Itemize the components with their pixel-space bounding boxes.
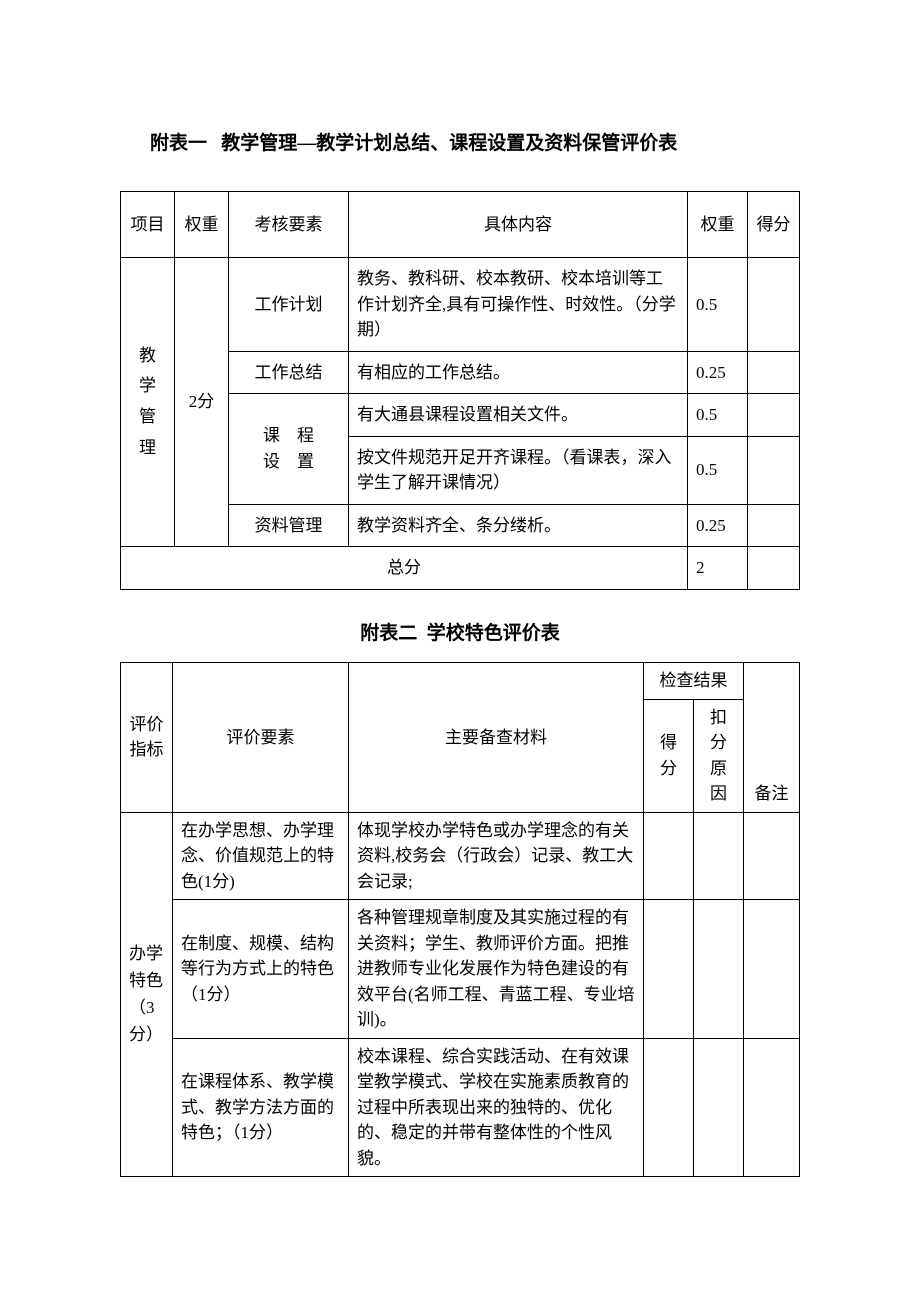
table1-r3-content: 按文件规范开足开齐课程。（看课表，深入学生了解开课情况） bbox=[349, 436, 688, 504]
table1-h-project: 项目 bbox=[121, 191, 175, 258]
table1-total-label: 总分 bbox=[121, 547, 688, 590]
table2-r2-material: 校本课程、综合实践活动、在有效课堂教学模式、学校在实施素质教育的过程中所表现出来… bbox=[349, 1038, 644, 1177]
t2-h0-l1: 评价 bbox=[130, 715, 164, 734]
table1-r0-content: 教务、教科研、校本教研、校本培训等工作计划齐全,具有可操作性、时效性。（分学期） bbox=[349, 258, 688, 352]
table2-h-indicator: 评价 指标 bbox=[121, 663, 173, 813]
table1-r3-weight: 0.5 bbox=[688, 436, 748, 504]
table1-r0-score bbox=[748, 258, 800, 352]
table1: 项目 权重 考核要素 具体内容 权重 得分 教 学 管 理 2分 工作计划 教务… bbox=[120, 191, 800, 590]
t1-r2-el-l2: 设 置 bbox=[263, 452, 314, 471]
table2-indicator: 办学 特色 （3 分） bbox=[121, 812, 173, 1177]
t1-proj-ch3: 理 bbox=[129, 433, 166, 464]
table2-header-row1: 评价 指标 评价要素 主要备查材料 检查结果 备注 bbox=[121, 663, 800, 700]
table1-r0-element: 工作计划 bbox=[229, 258, 349, 352]
t2-ind-0: 办学 bbox=[129, 944, 163, 963]
table2-row-0: 办学 特色 （3 分） 在办学思想、办学理念、价值规范上的特色(1分) 体现学校… bbox=[121, 812, 800, 900]
table1-total-value: 2 bbox=[688, 547, 748, 590]
table1-r1-weight: 0.25 bbox=[688, 351, 748, 394]
table2-h-deduct: 扣分 原因 bbox=[694, 699, 744, 812]
table1-r2-weight: 0.5 bbox=[688, 394, 748, 437]
table2-r0-deduct bbox=[694, 812, 744, 900]
table2-r1-score bbox=[644, 900, 694, 1039]
table1-h-content: 具体内容 bbox=[349, 191, 688, 258]
table1-h-weight2: 权重 bbox=[688, 191, 748, 258]
table1-project-weight: 2分 bbox=[175, 258, 229, 547]
table1-r4-element: 资料管理 bbox=[229, 504, 349, 547]
table2-r0-element: 在办学思想、办学理念、价值规范上的特色(1分) bbox=[173, 812, 349, 900]
table1-title-main: 教学管理—教学计划总结、课程设置及资料保管评价表 bbox=[221, 133, 677, 154]
table2-r2-remark bbox=[744, 1038, 800, 1177]
table1-total-row: 总分 2 bbox=[121, 547, 800, 590]
table1-h-score: 得分 bbox=[748, 191, 800, 258]
t1-r2-el-l1: 课 程 bbox=[263, 426, 314, 445]
t1-proj-ch0: 教 bbox=[129, 341, 166, 372]
table2-title: 附表二 学校特色评价表 bbox=[120, 620, 800, 649]
table2-r1-element: 在制度、规模、结构等行为方式上的特色（1分） bbox=[173, 900, 349, 1039]
table1-r1-content: 有相应的工作总结。 bbox=[349, 351, 688, 394]
table1-r4-score bbox=[748, 504, 800, 547]
t1-proj-ch2: 管 bbox=[129, 402, 166, 433]
table2-r2-element: 在课程体系、教学模式、教学方法方面的特色；（1分） bbox=[173, 1038, 349, 1177]
table1-title-prefix: 附表一 bbox=[150, 133, 207, 154]
table2-h-score: 得分 bbox=[644, 699, 694, 812]
t2-hd-l2: 原因 bbox=[710, 759, 727, 804]
table1-r3-score bbox=[748, 436, 800, 504]
t2-ind-3: 分） bbox=[129, 1025, 163, 1044]
table1-title: 附表一 教学管理—教学计划总结、课程设置及资料保管评价表 bbox=[120, 130, 800, 159]
table2-r2-deduct bbox=[694, 1038, 744, 1177]
table2-title-main: 学校特色评价表 bbox=[427, 623, 560, 644]
table1-r4-content: 教学资料齐全、条分缕析。 bbox=[349, 504, 688, 547]
table2-row-2: 在课程体系、教学模式、教学方法方面的特色；（1分） 校本课程、综合实践活动、在有… bbox=[121, 1038, 800, 1177]
table2-r2-score bbox=[644, 1038, 694, 1177]
t2-h0-l2: 指标 bbox=[130, 740, 164, 759]
table2-r1-material: 各种管理规章制度及其实施过程的有关资料；学生、教师评价方面。把推进教师专业化发展… bbox=[349, 900, 644, 1039]
table1-r4-weight: 0.25 bbox=[688, 504, 748, 547]
t1-proj-ch1: 学 bbox=[129, 371, 166, 402]
table1-h-element: 考核要素 bbox=[229, 191, 349, 258]
table2-r0-remark bbox=[744, 812, 800, 900]
t2-ind-2: （3 bbox=[129, 998, 155, 1017]
table1-r2-score bbox=[748, 394, 800, 437]
table1-h-weight1: 权重 bbox=[175, 191, 229, 258]
table2-h-checkresult: 检查结果 bbox=[644, 663, 744, 700]
table1-r0-weight: 0.5 bbox=[688, 258, 748, 352]
t2-hd-l1: 扣分 bbox=[710, 708, 727, 753]
table2-row-1: 在制度、规模、结构等行为方式上的特色（1分） 各种管理规章制度及其实施过程的有关… bbox=[121, 900, 800, 1039]
table1-total-score bbox=[748, 547, 800, 590]
table2-r0-score bbox=[644, 812, 694, 900]
table2-r0-material: 体现学校办学特色或办学理念的有关资料,校务会（行政会）记录、教工大会记录; bbox=[349, 812, 644, 900]
table2-h-element: 评价要素 bbox=[173, 663, 349, 813]
table2-r1-deduct bbox=[694, 900, 744, 1039]
table2-h-material: 主要备查材料 bbox=[349, 663, 644, 813]
table1-project-name: 教 学 管 理 bbox=[121, 258, 175, 547]
table2-h-remark: 备注 bbox=[744, 663, 800, 813]
table1-header-row: 项目 权重 考核要素 具体内容 权重 得分 bbox=[121, 191, 800, 258]
table1-row-0: 教 学 管 理 2分 工作计划 教务、教科研、校本教研、校本培训等工作计划齐全,… bbox=[121, 258, 800, 352]
table1-r1-element: 工作总结 bbox=[229, 351, 349, 394]
table1-r1-score bbox=[748, 351, 800, 394]
table2-r1-remark bbox=[744, 900, 800, 1039]
table1-r2-content: 有大通县课程设置相关文件。 bbox=[349, 394, 688, 437]
t2-ind-1: 特色 bbox=[129, 971, 163, 990]
table2-title-prefix: 附表二 bbox=[360, 623, 417, 644]
table2: 评价 指标 评价要素 主要备查材料 检查结果 备注 得分 扣分 原因 办学 特色… bbox=[120, 662, 800, 1177]
table1-r2-element: 课 程 设 置 bbox=[229, 394, 349, 505]
